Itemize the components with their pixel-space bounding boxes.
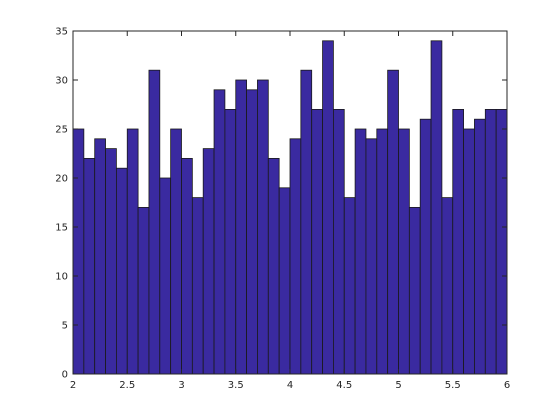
histogram-bar bbox=[343, 197, 356, 375]
histogram-bar bbox=[463, 128, 475, 375]
x-tick-label: 5 bbox=[395, 380, 401, 391]
x-tick-label: 3.5 bbox=[228, 380, 244, 391]
ticks-group: 2 2.5 3 3.5 4 4.5 5 5.5 6 0 5 10 15 20 25 30 35 bbox=[55, 27, 510, 392]
histogram-bar bbox=[376, 128, 389, 375]
x-tick-label: 2.5 bbox=[119, 380, 135, 391]
histogram-bar bbox=[387, 69, 399, 375]
histogram-bar bbox=[289, 138, 302, 375]
axes-frame bbox=[72, 30, 508, 375]
histogram-bar bbox=[322, 40, 334, 375]
histogram-bar bbox=[72, 128, 85, 375]
y-tick-label: 25 bbox=[55, 125, 68, 136]
x-tick-label: 4 bbox=[287, 380, 293, 391]
histogram-bar bbox=[474, 118, 486, 375]
histogram-bar bbox=[365, 138, 378, 375]
histogram-bar bbox=[452, 109, 464, 375]
histogram-bar bbox=[83, 157, 96, 375]
histogram-bar bbox=[278, 187, 291, 375]
histogram-bar bbox=[148, 69, 161, 375]
y-tick-label: 15 bbox=[55, 223, 68, 234]
y-tick-label: 10 bbox=[55, 272, 68, 283]
histogram-bar bbox=[235, 79, 248, 375]
histogram-bar bbox=[126, 128, 139, 375]
histogram-bar bbox=[246, 89, 258, 375]
histogram-bar bbox=[419, 118, 432, 375]
histogram-bar bbox=[224, 109, 237, 375]
histogram-bar bbox=[257, 79, 269, 375]
histogram-bar bbox=[202, 148, 215, 375]
histogram-bar bbox=[408, 206, 421, 375]
x-tick-label: 2 bbox=[70, 380, 76, 391]
histogram-bar bbox=[213, 89, 226, 375]
histogram-bar bbox=[191, 197, 204, 375]
x-tick-label: 4.5 bbox=[336, 380, 352, 391]
histogram-bar bbox=[311, 109, 323, 375]
x-tick-label: 6 bbox=[504, 380, 510, 391]
histogram-bar bbox=[300, 69, 313, 375]
y-tick-label: 20 bbox=[55, 174, 68, 185]
histogram-bar bbox=[116, 167, 128, 375]
histogram-bar bbox=[137, 206, 150, 375]
histogram-bar bbox=[181, 157, 193, 375]
histogram-bar bbox=[354, 128, 367, 375]
y-tick-label: 0 bbox=[62, 370, 68, 381]
histogram-bar bbox=[105, 148, 117, 375]
histogram-bar bbox=[170, 128, 182, 375]
x-tick-label: 3 bbox=[178, 380, 184, 391]
histogram-bar bbox=[495, 109, 508, 375]
histogram-bar bbox=[94, 138, 106, 375]
y-tick-label: 5 bbox=[62, 321, 68, 332]
histogram-bar bbox=[332, 109, 345, 375]
y-tick-label: 35 bbox=[55, 27, 68, 38]
histogram-bar bbox=[430, 40, 443, 375]
histogram-bar bbox=[159, 177, 172, 375]
plot-area: 2 2.5 3 3.5 4 4.5 5 5.5 6 0 5 10 15 20 25 30 35 bbox=[55, 27, 510, 392]
bars-group bbox=[72, 40, 508, 375]
histogram-bar bbox=[484, 109, 497, 375]
histogram-bar bbox=[267, 157, 280, 375]
histogram-bar bbox=[398, 128, 410, 375]
histogram-bar bbox=[441, 197, 454, 375]
x-tick-label: 5.5 bbox=[445, 380, 461, 391]
y-tick-label: 30 bbox=[55, 76, 68, 87]
